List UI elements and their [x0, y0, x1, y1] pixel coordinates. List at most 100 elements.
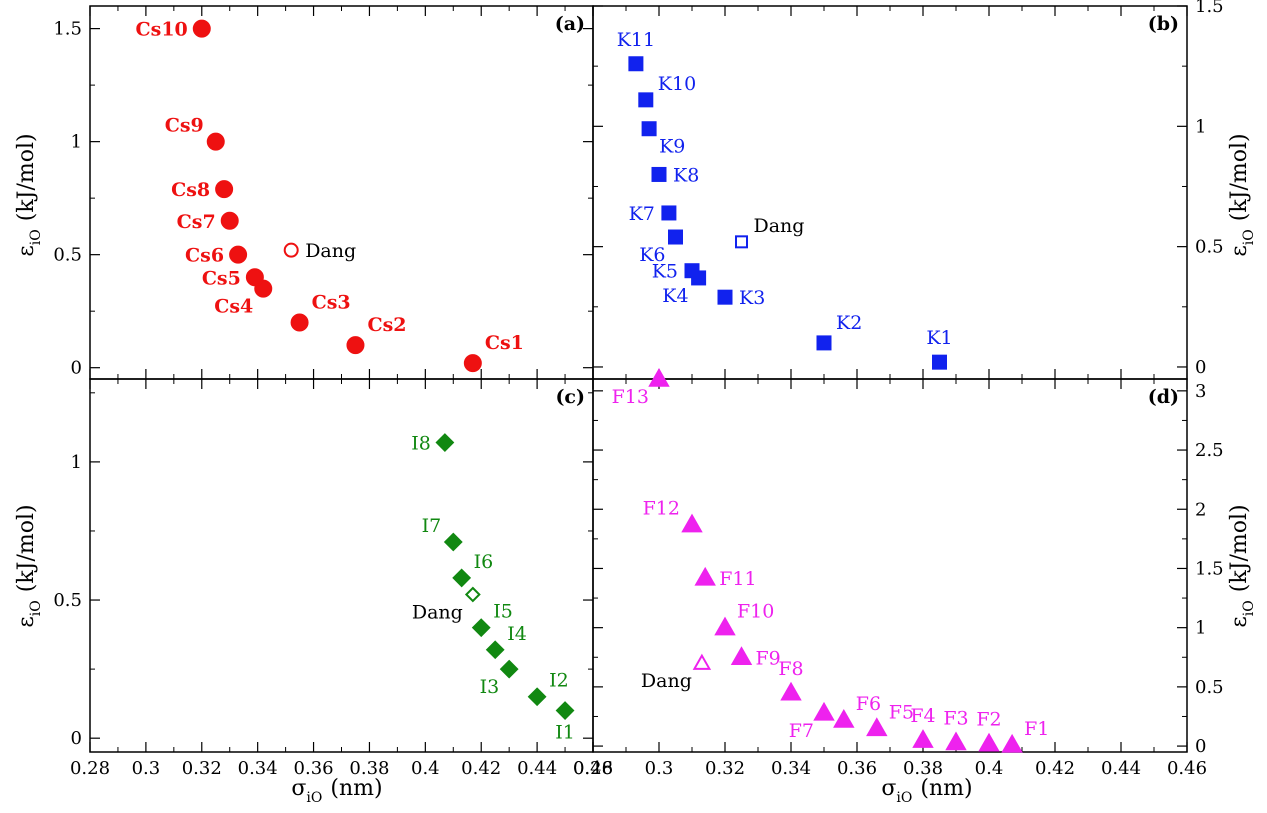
point-label: F11: [719, 568, 756, 590]
y-tick-label: 0: [1195, 736, 1206, 757]
point-label: I6: [474, 551, 494, 573]
point-label: I2: [549, 670, 569, 692]
x-tick-label: 0.42: [461, 758, 501, 779]
point-label: I3: [480, 676, 500, 698]
point-label: K7: [629, 203, 655, 225]
data-point: [435, 433, 455, 452]
data-point: [555, 701, 575, 720]
data-point: [290, 313, 309, 332]
y-tick-label: 1: [1195, 618, 1206, 639]
data-point: [1001, 733, 1023, 753]
y-tick-label: 1.5: [53, 19, 82, 40]
x-tick-label: 0.46: [573, 758, 613, 779]
y-tick-label: 0.5: [53, 590, 82, 611]
y-tick-label: 0: [71, 358, 82, 379]
data-point: [932, 354, 947, 370]
point-label: F1: [1024, 718, 1049, 740]
data-point: [866, 717, 888, 737]
x-tick-label: 0.42: [1035, 758, 1075, 779]
x-tick-label: 0.34: [238, 758, 278, 779]
x-axis-title-right: σiO (nm): [881, 776, 972, 806]
panel-c-frame: [89, 378, 594, 753]
point-label: K8: [673, 164, 699, 186]
y-tick-label: 2: [1195, 499, 1206, 520]
point-label: F4: [910, 705, 935, 727]
y-tick-label: 2.5: [1195, 440, 1224, 461]
point-label: Cs6: [185, 245, 224, 267]
data-point: [638, 92, 654, 108]
y-axis-title-c: εiO(kJ/mol): [14, 504, 44, 627]
y-tick-label: 0: [1195, 357, 1206, 378]
point-label: K5: [652, 261, 678, 283]
data-point: [499, 659, 519, 679]
point-label: K10: [658, 73, 696, 95]
y-tick-label: 1.5: [1195, 558, 1224, 579]
point-label: F6: [856, 693, 881, 715]
data-point: [527, 687, 547, 707]
point-label: F12: [643, 498, 680, 520]
data-point: [485, 640, 505, 660]
point-label: I7: [422, 515, 442, 537]
y-tick-label: 3: [1195, 381, 1206, 402]
x-tick-label: 0.28: [573, 758, 613, 779]
x-tick-label: 0.38: [349, 758, 389, 779]
y-axis-title-d: εiO(kJ/mol): [1227, 504, 1257, 627]
x-tick-label: 0.3: [645, 758, 674, 779]
point-label: F7: [789, 720, 814, 742]
data-point: [283, 242, 299, 258]
point-label: Dang: [305, 240, 356, 262]
data-point: [628, 56, 644, 72]
data-point: [245, 268, 264, 287]
x-tick-label: 0.4: [411, 758, 440, 779]
point-label: Cs1: [485, 332, 524, 354]
point-label: F9: [756, 647, 781, 669]
y-tick-label: 0: [71, 728, 82, 749]
point-label: F5: [889, 701, 914, 723]
data-point: [978, 732, 1000, 752]
data-point: [464, 586, 481, 603]
point-label: Cs5: [202, 267, 241, 289]
y-axis-title-a: εiO(kJ/mol): [14, 133, 44, 256]
y-tick-label: 1: [71, 452, 82, 473]
data-point: [641, 121, 657, 137]
data-point: [648, 367, 670, 387]
point-label: Cs3: [312, 291, 351, 313]
point-label: K1: [926, 327, 952, 349]
point-label: I5: [493, 601, 513, 623]
data-point: [912, 729, 934, 748]
y-tick-label: 1: [71, 132, 82, 153]
point-label: F2: [976, 709, 1001, 731]
data-point: [346, 336, 365, 355]
panel-d-frame: [592, 378, 1188, 753]
data-point: [816, 335, 832, 351]
panel-c: 0.28 0.3 0.32 0.34 0.36 0.38 0.4 0.42 0.44 0.46 0 0…: [53, 378, 613, 779]
data-point: [220, 211, 239, 230]
x-axis-title-left: σiO (nm): [291, 776, 382, 806]
panel-label-d: (d): [1148, 386, 1179, 408]
y-tick-label: 0.5: [1195, 677, 1224, 698]
x-tick-label: 0.4: [975, 758, 1004, 779]
panel-d: 0.28 0.3 0.32 0.34 0.36 0.38 0.4 0.42 0.44 0.4600…: [573, 367, 1224, 779]
data-point: [452, 568, 472, 588]
data-point: [681, 513, 703, 533]
x-tick-label: 0.34: [771, 758, 811, 779]
point-label: F13: [612, 386, 649, 408]
x-tick-label: 0.44: [517, 758, 557, 779]
point-label: K3: [739, 287, 765, 309]
data-point: [717, 289, 733, 305]
data-point: [714, 616, 736, 636]
point-label: Cs9: [165, 115, 204, 137]
point-label: Cs4: [214, 296, 253, 318]
data-point: [463, 354, 482, 373]
point-label: Dang: [641, 670, 692, 692]
point-label: I4: [507, 623, 527, 645]
data-point: [471, 618, 491, 638]
point-label: F3: [943, 708, 968, 730]
x-tick-label: 0.44: [1101, 758, 1141, 779]
y-tick-label: 1.5: [1195, 0, 1224, 17]
y-tick-label: 1: [1195, 116, 1206, 137]
panel-label-b: (b): [1148, 13, 1179, 35]
